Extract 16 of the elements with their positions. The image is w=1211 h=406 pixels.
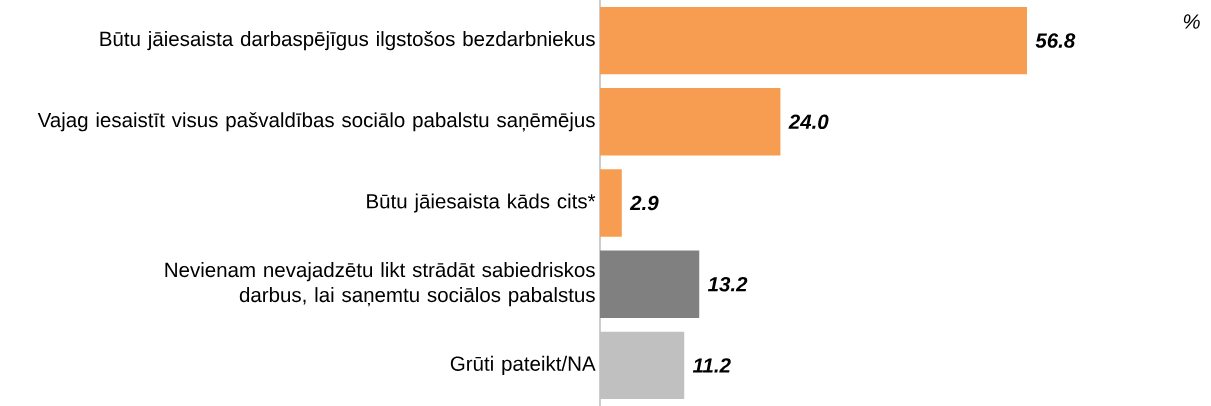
bar (600, 331, 685, 400)
data-label: 2.9 (629, 195, 659, 211)
data-label: 11.2 (692, 358, 731, 373)
y-tick-label: Nevienam nevajadzētu likt strādāt sabiedriskos darbus, lai saņemtu sociālos pabalstus (165, 262, 595, 307)
y-tick-label: Būtu jāiesaista kāds cits* (367, 193, 596, 213)
text: % (1183, 14, 1200, 29)
y-tick-label: Vajag iesaistīt visus pašvaldības sociālo pabalstu saņēmējus (37, 112, 595, 132)
bar (600, 88, 781, 156)
y-tick-label: Būtu jāiesaista darbaspējīgus ilgstošos bezdarbniekus (100, 31, 595, 51)
bar (600, 250, 700, 318)
data-label: 13.2 (707, 276, 748, 292)
data-label: 24.0 (788, 114, 829, 130)
y-tick-label: Grūti pateikt/NA (450, 355, 596, 375)
bar (600, 169, 622, 237)
data-label: 56.8 (1035, 33, 1076, 48)
bar (600, 6, 1028, 75)
